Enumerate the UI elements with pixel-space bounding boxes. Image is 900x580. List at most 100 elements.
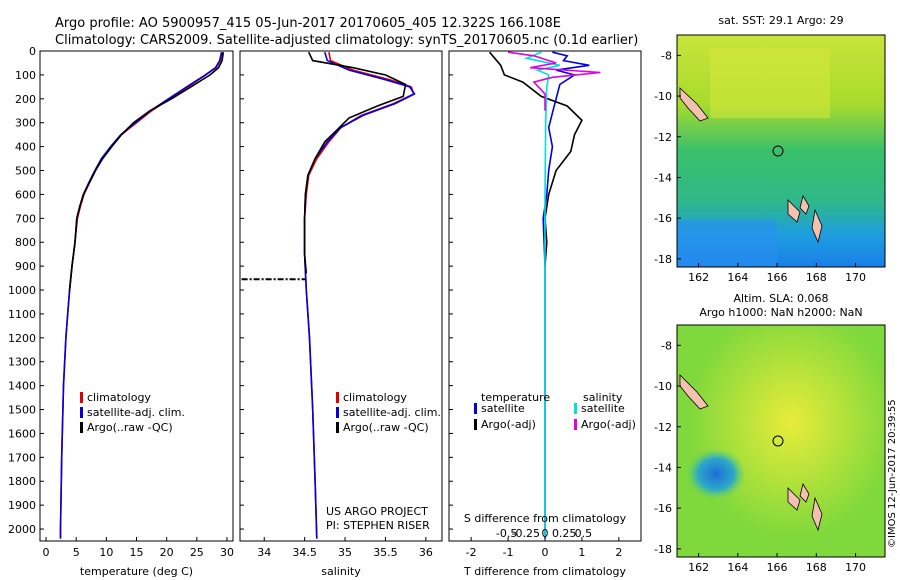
salinity-diff-tick-label: 0.25 [552, 527, 577, 540]
sst-islands [679, 87, 823, 244]
depth-tick-label: 1400 [8, 380, 36, 393]
sla-island-vanuatu-1 [799, 482, 810, 503]
temperature-xtick-label: 5 [73, 546, 80, 559]
sla-lat-label: -16 [654, 502, 672, 515]
sst-lat-label: -12 [654, 131, 672, 144]
sst-argo-location [772, 145, 784, 157]
temperature-series-argo [68, 52, 225, 291]
project-credit: US ARGO PROJECT [326, 505, 428, 518]
imos-timestamp: ©IMOS 12-Jun-2017 20:39:55 [887, 399, 898, 548]
legend-header-salinity: salinity [583, 391, 623, 404]
legend-temp-satellite-swatch [474, 403, 477, 414]
salinity-legend-swatch [336, 422, 339, 433]
depth-tick-label: 2000 [8, 523, 36, 536]
depth-tick-label: 700 [15, 212, 36, 225]
temperature-legend-swatch [80, 392, 83, 403]
depth-tick-label: 1900 [8, 499, 36, 512]
temperature-legend-swatch [80, 422, 83, 433]
temperature-xlabel: temperature (deg C) [80, 565, 193, 578]
sla-lon-label: 164 [727, 561, 748, 574]
legend-temp-argo-swatch [474, 419, 477, 430]
temperature-legend-swatch [80, 407, 83, 418]
difference-xlabel: T difference from climatology [463, 565, 626, 578]
depth-tick-label: 500 [15, 165, 36, 178]
depth-tick-label: 1200 [8, 332, 36, 345]
difference-series-sal_satellite [523, 51, 560, 539]
sst-lat-label: -16 [654, 212, 672, 225]
legend-sal-argo-label: Argo(-adj) [581, 418, 636, 431]
depth-tick-label: 800 [15, 236, 36, 249]
sst-island-solomon [679, 87, 709, 122]
salinity-diff-tick-label: 0.5 [575, 527, 593, 540]
sst-lon-label: 170 [845, 271, 866, 284]
depth-tick-label: 1300 [8, 356, 36, 369]
temperature-chart: 0100200300400500600700800900100011001200… [8, 45, 234, 578]
sst-island-vanuatu-1 [799, 194, 810, 215]
sla-argo-location [772, 435, 784, 447]
salinity-diff-xlabel: S difference from climatology [464, 512, 627, 525]
salinity-xtick-label: 34.5 [292, 546, 317, 559]
salinity-xlabel: salinity [321, 565, 361, 578]
salinity-xtick-label: 35.5 [373, 546, 398, 559]
sla-islands [679, 374, 823, 532]
legend-temp-argo-label: Argo(-adj) [481, 418, 536, 431]
difference-xtick-label: 1 [578, 546, 585, 559]
difference-xtick-label: 2 [615, 546, 622, 559]
difference-xtick-label: -1 [503, 546, 514, 559]
salinity-xtick-label: 35 [338, 546, 352, 559]
temperature-xtick-label: 0 [43, 546, 50, 559]
depth-tick-label: 1500 [8, 404, 36, 417]
sst-lon-label: 162 [688, 271, 709, 284]
depth-tick-label: 900 [15, 260, 36, 273]
depth-tick-label: 1600 [8, 427, 36, 440]
sst-island-vanuatu-3 [811, 208, 823, 244]
legend-sal-argo-swatch [574, 419, 577, 430]
depth-tick-label: 1000 [8, 284, 36, 297]
sla-lon-label: 168 [806, 561, 827, 574]
sla-map-title-2: Argo h1000: NaN h2000: NaN [699, 306, 862, 319]
difference-series-temp_satellite [542, 51, 590, 539]
sla-lat-label: -12 [654, 421, 672, 434]
sla-island-vanuatu-3 [811, 496, 823, 532]
salinity-diff-tick-label: -0.25 [512, 527, 540, 540]
difference-series-sal_argo [507, 51, 601, 111]
temperature-legend-label: Argo(..raw -QC) [87, 421, 173, 434]
salinity-frame [239, 50, 443, 542]
sla-lat-label: -14 [654, 461, 672, 474]
temperature-xtick-label: 30 [220, 546, 234, 559]
sst-lon-label: 164 [727, 271, 748, 284]
temperature-series-climatology [59, 52, 223, 539]
sla-island-vanuatu-2 [787, 487, 801, 511]
salinity-chart: 34 34.5 35 35.5 36 salinity climatology satelli… [239, 50, 443, 578]
sst-lon-label: 166 [767, 271, 788, 284]
sla-map-field [677, 325, 885, 557]
temperature-xtick-label: 25 [190, 546, 204, 559]
sla-lat-label: -10 [654, 380, 672, 393]
sst-map: sat. SST: 29.1 Argo: 29 162 164 166 168 170 -… [654, 14, 886, 284]
salinity-xtick-label: 36 [419, 546, 433, 559]
depth-tick-label: 300 [15, 117, 36, 130]
sla-map-title-1: Altim. SLA: 0.068 [733, 292, 828, 305]
sst-map-frame [676, 34, 886, 268]
sst-lat-label: -10 [654, 90, 672, 103]
sst-island-vanuatu-2 [787, 199, 801, 223]
temperature-xtick-label: 15 [130, 546, 144, 559]
temperature-legend-label: satellite-adj. clim. [87, 406, 185, 419]
salinity-series-climatology [303, 52, 415, 539]
pi-credit: PI: STEPHEN RISER [326, 519, 430, 532]
temperature-xtick-label: 10 [99, 546, 113, 559]
legend-temp-satellite-label: satellite [481, 402, 525, 415]
depth-tick-label: 400 [15, 141, 36, 154]
sla-lat-label: -18 [654, 543, 672, 556]
header-line-2: Climatology: CARS2009. Satellite-adjuste… [55, 33, 638, 48]
salinity-legend-swatch [336, 392, 339, 403]
salinity-legend-swatch [336, 407, 339, 418]
legend-sal-satellite-label: satellite [581, 402, 625, 415]
salinity-legend-label: Argo(..raw -QC) [343, 421, 429, 434]
sla-lon-label: 166 [767, 561, 788, 574]
temperature-xtick-label: 20 [160, 546, 174, 559]
sst-lat-label: -14 [654, 171, 672, 184]
salinity-legend-label: climatology [343, 391, 407, 404]
sst-warm-patch [710, 48, 830, 118]
